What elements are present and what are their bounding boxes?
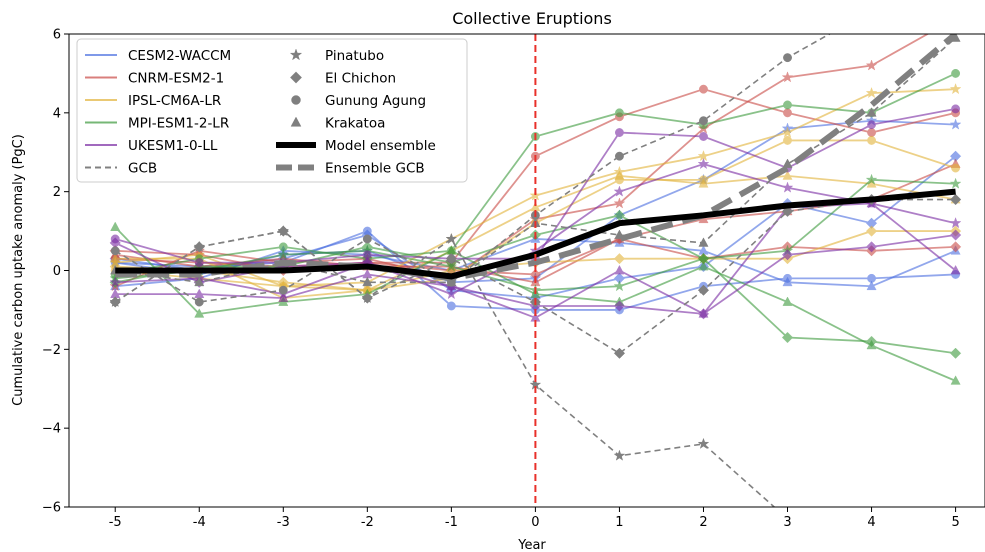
y-tick-label: −2 <box>42 343 61 358</box>
legend-circle-marker <box>292 96 301 105</box>
y-tick-label: −6 <box>42 501 61 516</box>
legend-label: MPI-ESM1-2-LR <box>128 116 229 132</box>
data-point <box>783 136 791 144</box>
data-point <box>783 53 791 61</box>
data-point <box>867 128 875 136</box>
data-point <box>111 222 120 231</box>
x-tick-label: -2 <box>361 515 374 530</box>
data-point <box>950 84 960 94</box>
data-point <box>699 85 707 93</box>
x-tick-label: -1 <box>445 515 458 530</box>
x-tick-label: 4 <box>867 515 875 530</box>
data-point <box>951 69 959 77</box>
data-point <box>615 265 624 274</box>
data-point <box>615 109 623 117</box>
legend-label: IPSL-CM6A-LR <box>128 93 221 109</box>
data-point <box>783 159 792 168</box>
data-point <box>363 251 371 259</box>
data-point <box>279 286 287 294</box>
data-point <box>699 117 707 125</box>
x-tick-label: -5 <box>109 515 122 530</box>
x-axis-label: Year <box>517 538 546 552</box>
x-tick-label: -4 <box>193 515 206 530</box>
data-point <box>866 88 876 98</box>
data-point <box>447 302 455 310</box>
data-point <box>363 269 372 278</box>
data-point <box>698 159 708 169</box>
data-point <box>950 242 961 253</box>
data-point <box>866 226 877 237</box>
x-tick-label: 5 <box>951 515 959 530</box>
data-point <box>867 6 875 14</box>
data-point <box>615 152 623 160</box>
legend-label: El Chichon <box>325 71 396 87</box>
legend-label: CNRM-ESM2-1 <box>128 71 224 87</box>
x-tick-label: 1 <box>615 515 623 530</box>
data-point <box>950 348 961 359</box>
y-tick-label: 6 <box>53 28 61 43</box>
data-point <box>363 227 371 235</box>
legend-label: Ensemble GCB <box>325 161 425 177</box>
y-tick-label: 0 <box>53 264 61 279</box>
legend-label: GCB <box>128 161 157 177</box>
data-point <box>950 178 960 188</box>
legend-label: Model ensemble <box>325 138 436 154</box>
data-point <box>783 109 791 117</box>
y-tick-label: 4 <box>53 106 61 121</box>
data-point <box>615 128 623 136</box>
y-tick-label: 2 <box>53 185 61 200</box>
data-point <box>614 253 625 263</box>
legend-label: Krakatoa <box>325 116 385 132</box>
data-point <box>699 132 707 140</box>
data-point <box>279 243 287 251</box>
x-tick-label: 0 <box>531 515 539 530</box>
data-point <box>195 298 203 306</box>
y-axis-label: Cumulative carbon uptake anomaly (PgC) <box>11 134 26 406</box>
legend-label: Gunung Agung <box>325 93 426 109</box>
data-point <box>867 136 875 144</box>
legend-label: UKESM1-0-LL <box>128 138 218 154</box>
chart-title: Collective Eruptions <box>452 9 612 28</box>
x-tick-label: 2 <box>699 515 707 530</box>
data-point <box>782 182 792 192</box>
data-point <box>951 164 959 172</box>
data-point <box>111 247 119 255</box>
y-tick-label: −4 <box>42 422 61 437</box>
data-point <box>867 120 875 128</box>
data-point <box>195 258 203 266</box>
x-tick-label: 3 <box>783 515 791 530</box>
data-point <box>363 235 371 243</box>
data-point <box>614 450 624 460</box>
data-point <box>950 119 960 129</box>
data-point <box>951 105 959 113</box>
data-point <box>950 13 960 23</box>
data-point <box>951 265 960 274</box>
data-point <box>111 235 119 243</box>
data-point <box>614 281 624 291</box>
legend-label: Pinatubo <box>325 48 384 64</box>
data-point <box>783 101 791 109</box>
data-point <box>110 297 121 308</box>
data-point <box>866 60 876 70</box>
x-tick-label: -3 <box>277 515 290 530</box>
legend-label: CESM2-WACCM <box>128 48 231 64</box>
legend: CESM2-WACCM CNRM-ESM2-1 IPSL-CM6A-LR MPI-ES… <box>77 39 467 182</box>
